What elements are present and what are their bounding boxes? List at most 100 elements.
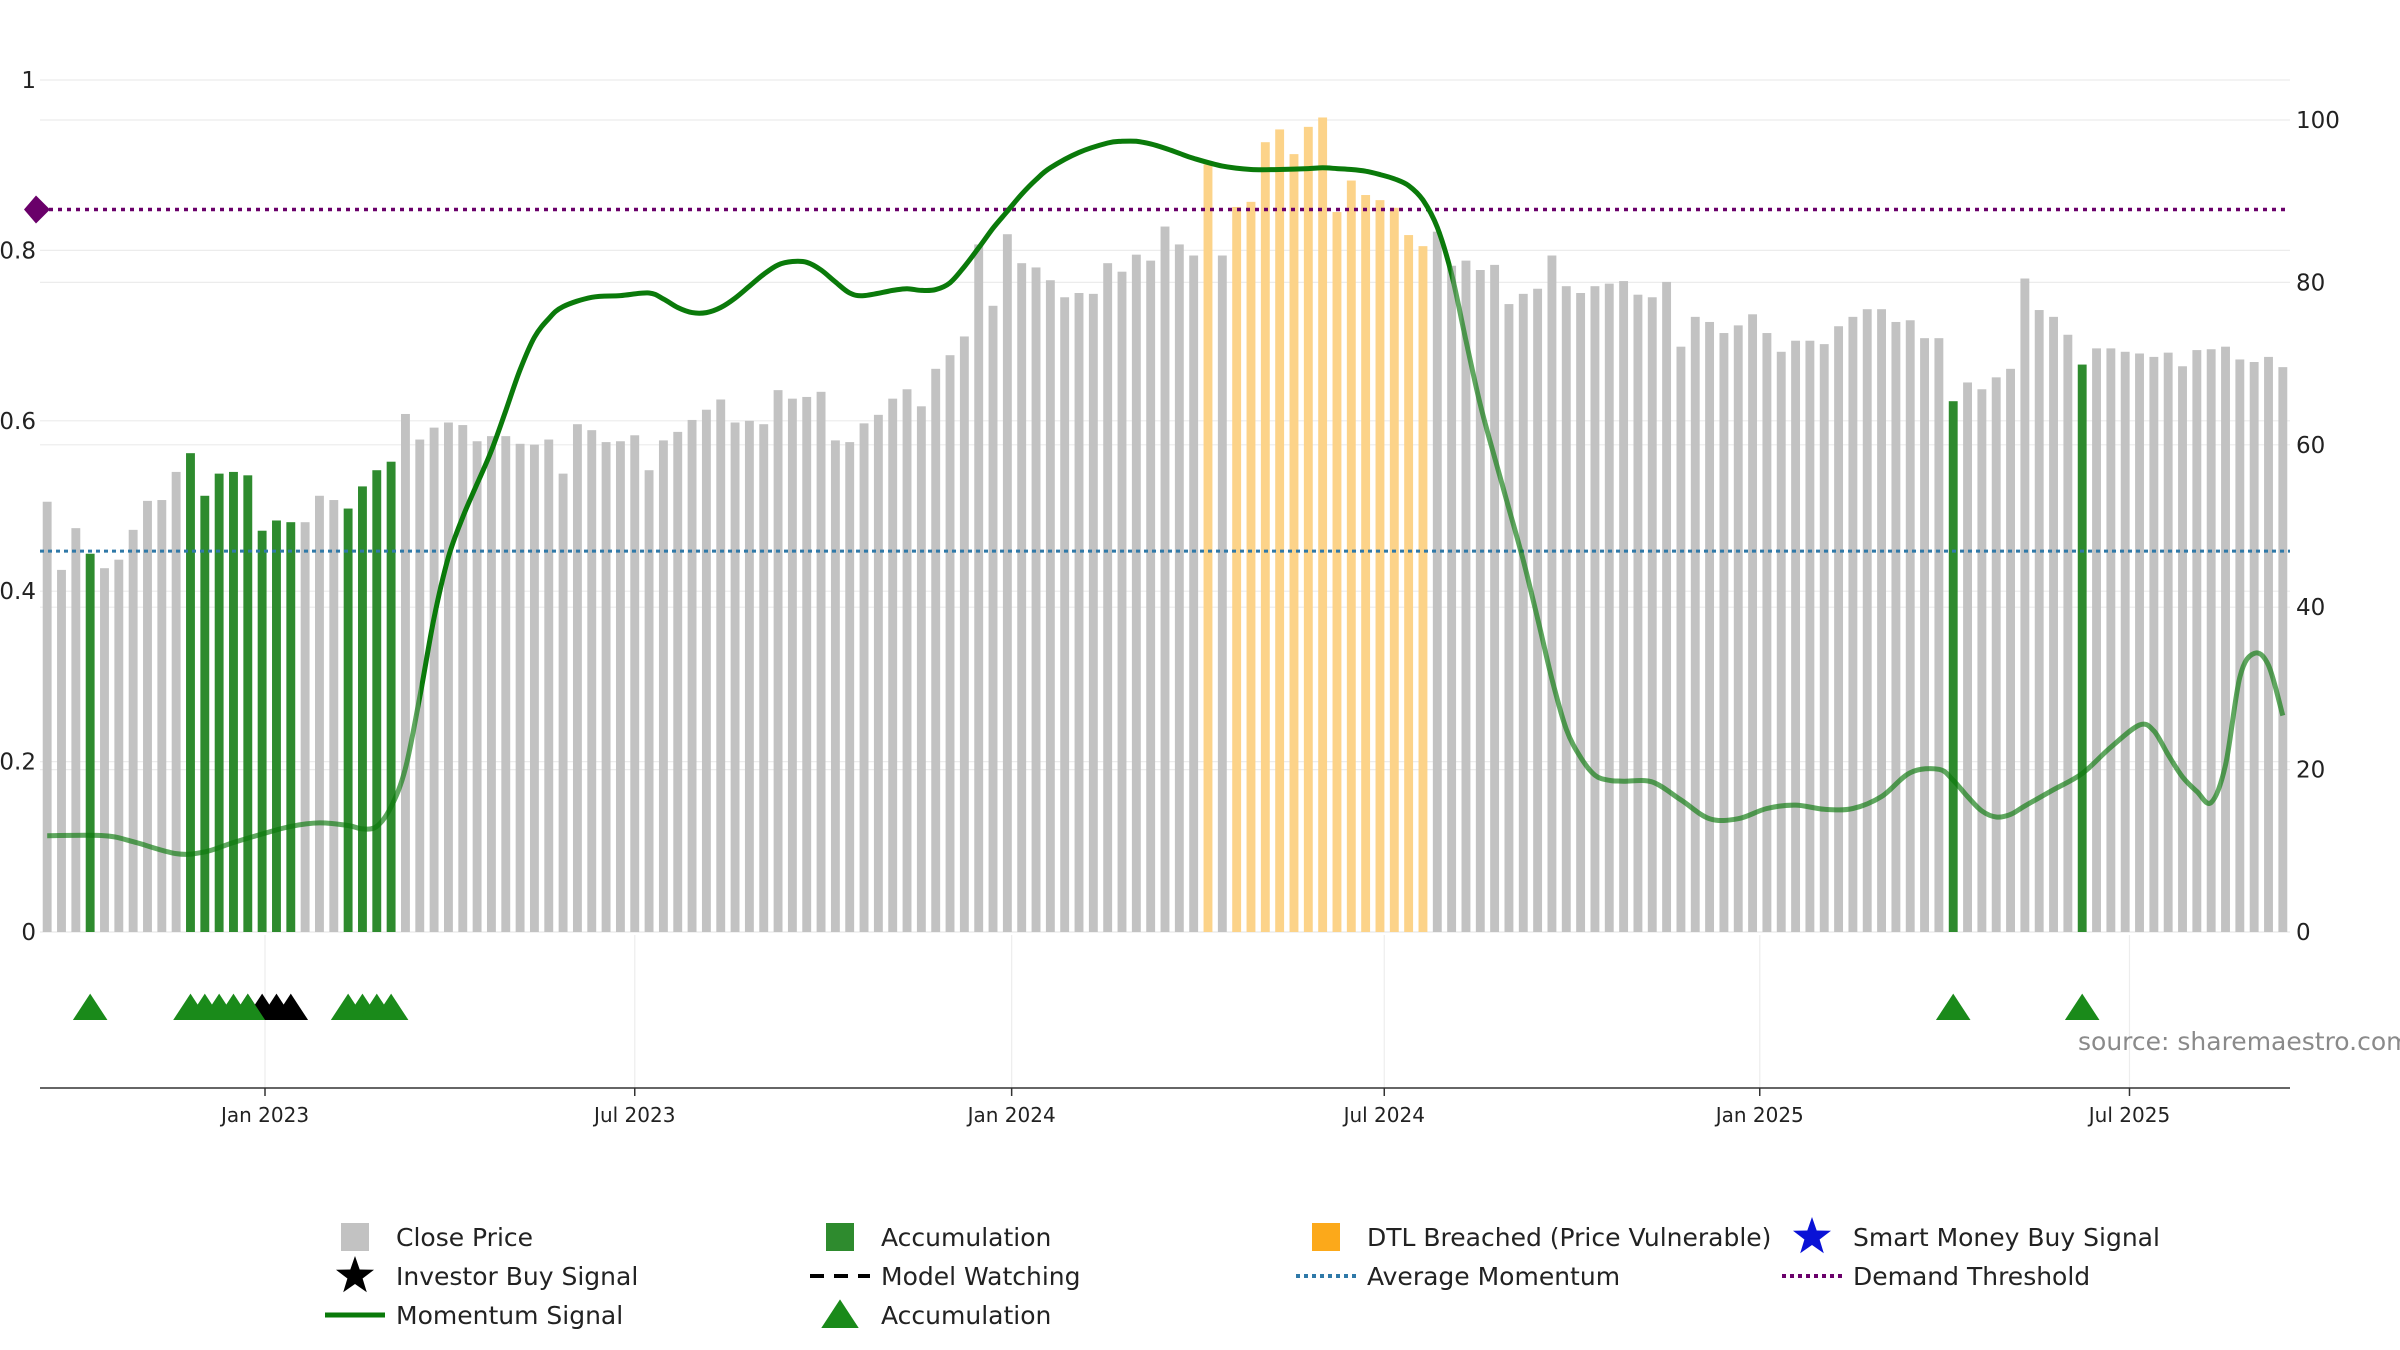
close-price-bar: [1103, 263, 1113, 932]
close-price-bar: [57, 569, 66, 932]
close-price-bar: [1504, 304, 1514, 932]
accumulation-bar: [372, 470, 382, 932]
close-price-bar: [1189, 255, 1199, 933]
close-price-bar: [1791, 340, 1801, 932]
close-price-bar: [1475, 269, 1485, 933]
close-price-bar: [1991, 377, 2001, 932]
close-price-bar: [1862, 309, 1872, 932]
close-price-bar: [2092, 348, 2101, 932]
legend-item: DTL Breached (Price Vulnerable): [1312, 1223, 1771, 1252]
close-price-bar: [143, 500, 152, 932]
close-price-bar: [1848, 316, 1858, 933]
close-price-bar: [515, 443, 525, 932]
close-price-bar: [2178, 366, 2187, 933]
legend-item: Accumulation: [821, 1299, 1051, 1330]
accumulation-marker: [2064, 993, 2100, 1020]
close-price-bar: [2264, 356, 2273, 932]
close-price-bar: [1576, 293, 1586, 932]
close-price-bar: [1031, 267, 1041, 932]
close-price-bar: [1017, 263, 1027, 932]
close-price-bar: [1002, 234, 1012, 932]
legend-label: Demand Threshold: [1853, 1262, 2090, 1291]
close-price-bar: [443, 422, 453, 932]
close-price-bar: [1920, 338, 1929, 932]
legend-label: DTL Breached (Price Vulnerable): [1367, 1223, 1771, 1252]
close-price-bar: [1217, 255, 1227, 933]
close-price-bar: [1074, 293, 1084, 932]
accumulation-bar: [214, 473, 224, 932]
legend-label: Momentum Signal: [396, 1301, 623, 1330]
reference-lines: [24, 195, 2290, 553]
close-price-bar: [1819, 344, 1829, 932]
dtl-breached-bar: [1303, 126, 1313, 933]
close-price-bar: [1174, 244, 1184, 932]
close-price-bar: [458, 425, 468, 932]
legend-label: Model Watching: [881, 1262, 1081, 1291]
dtl-breached-bar: [1260, 142, 1270, 933]
close-price-bar: [300, 522, 310, 932]
close-price-bar: [315, 495, 324, 932]
close-price-bar: [1561, 286, 1571, 933]
right-tick-label: 20: [2296, 758, 2325, 784]
accumulation-bar: [2077, 364, 2087, 932]
close-price-bar: [2049, 316, 2058, 933]
legend-label: Close Price: [396, 1223, 533, 1252]
close-price-bar: [1461, 260, 1471, 932]
close-price-bar: [2206, 349, 2216, 932]
x-tick-label: Jan 2024: [966, 1103, 1056, 1127]
close-price-bar: [744, 420, 754, 932]
left-tick-label: 0.8: [0, 238, 36, 264]
close-price-bar: [816, 391, 826, 932]
legend-item: Momentum Signal: [325, 1301, 623, 1330]
close-price-bar: [773, 390, 783, 932]
dtl-breached-bar: [1418, 246, 1428, 932]
momentum-layer: [47, 138, 2286, 857]
legend-item: Model Watching: [810, 1262, 1081, 1291]
accumulation-marker: [1935, 993, 1971, 1020]
accumulation-bar: [85, 553, 95, 932]
close-price-bar: [888, 398, 898, 932]
dtl-breached-bar: [1275, 129, 1285, 932]
close-price-bar: [2192, 350, 2202, 933]
legend-label: Accumulation: [881, 1301, 1051, 1330]
close-price-bar: [830, 440, 840, 932]
close-price-bar: [959, 336, 969, 932]
dtl-breached-bar: [1289, 154, 1299, 932]
demand-threshold-marker: [24, 195, 50, 224]
close-price-bar: [1088, 293, 1098, 932]
close-price-bar: [1160, 226, 1170, 932]
close-price-bar: [873, 414, 883, 932]
close-price-bar: [486, 436, 496, 932]
close-price-bar: [2221, 346, 2230, 932]
close-price-bar: [845, 442, 855, 932]
close-price-bar: [1963, 382, 1972, 933]
left-tick-label: 0.2: [0, 750, 36, 776]
close-price-bar: [1891, 321, 1901, 932]
close-price-bar: [716, 399, 726, 932]
close-price-bar: [974, 244, 984, 932]
close-price-bar: [171, 471, 181, 932]
close-price-bar: [1117, 271, 1127, 932]
close-price-bar: [730, 422, 740, 932]
x-tick-label: Jul 2023: [592, 1103, 675, 1127]
accumulation-bar: [286, 522, 296, 932]
close-price-bar: [601, 442, 611, 932]
close-price-bar: [1676, 346, 1686, 932]
close-price-bar: [1905, 320, 1915, 932]
close-price-bar: [945, 355, 955, 932]
price-bars: [42, 117, 2288, 933]
close-price-bar: [501, 436, 511, 932]
x-tick-label: Jan 2023: [219, 1103, 309, 1127]
momentum-line: [419, 138, 1452, 711]
close-price-bar: [329, 500, 339, 932]
close-price-bar: [902, 389, 912, 932]
legend-square-swatch: [341, 1223, 369, 1251]
legend-triangle-swatch: [821, 1299, 859, 1328]
close-price-bar: [100, 568, 109, 932]
close-price-bar: [2120, 351, 2130, 933]
close-price-bar: [630, 435, 640, 932]
dtl-breached-bar: [1361, 195, 1371, 932]
left-tick-label: 0: [21, 920, 36, 946]
close-price-bar: [2063, 334, 2073, 932]
accumulation-bar: [243, 475, 253, 932]
